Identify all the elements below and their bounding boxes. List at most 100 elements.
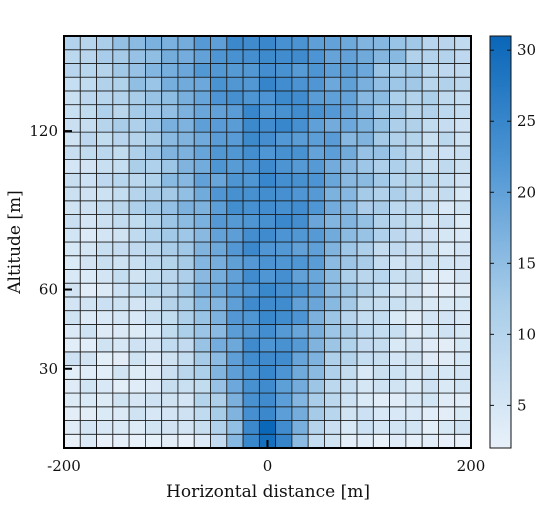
heatmap-cell bbox=[63, 49, 81, 64]
heatmap-cell bbox=[242, 159, 260, 174]
heatmap-cell bbox=[193, 172, 211, 188]
heatmap-cell bbox=[144, 172, 163, 188]
heatmap-cell bbox=[210, 241, 228, 257]
heatmap-cell bbox=[161, 186, 179, 202]
heatmap-cell bbox=[258, 351, 277, 366]
heatmap-cell bbox=[275, 241, 293, 257]
heatmap-cell bbox=[128, 365, 146, 380]
heatmap-cell bbox=[340, 172, 358, 188]
heatmap-cell bbox=[128, 104, 146, 119]
heatmap-cell bbox=[340, 269, 358, 284]
heatmap-cell bbox=[161, 392, 179, 408]
heatmap-cell bbox=[96, 269, 114, 284]
heatmap-cell bbox=[161, 269, 179, 284]
heatmap-cell bbox=[421, 63, 439, 78]
heatmap-cell bbox=[291, 90, 309, 106]
y-axis-ticks: 30 60 120 bbox=[29, 122, 72, 378]
heatmap-cell bbox=[210, 172, 228, 188]
heatmap-cell bbox=[421, 186, 439, 202]
heatmap-cell bbox=[291, 227, 309, 243]
heatmap-cell bbox=[161, 227, 179, 243]
heatmap-cell bbox=[79, 406, 97, 421]
heatmap-cell bbox=[324, 296, 342, 312]
heatmap-cell bbox=[307, 392, 325, 408]
heatmap-cell bbox=[161, 310, 179, 325]
heatmap-cell bbox=[226, 378, 244, 394]
heatmap-cell bbox=[128, 337, 146, 353]
heatmap-cell bbox=[275, 310, 293, 325]
heatmap-cell bbox=[128, 420, 146, 435]
heatmap-cell bbox=[389, 365, 407, 380]
heatmap-cell bbox=[324, 323, 342, 339]
heatmap-cell bbox=[421, 420, 439, 435]
heatmap-cell bbox=[324, 378, 342, 394]
heatmap-cell bbox=[210, 296, 228, 312]
heatmap-cell bbox=[405, 378, 423, 394]
heatmap-cell bbox=[356, 104, 374, 119]
heatmap-cell bbox=[258, 90, 277, 106]
heatmap-cell bbox=[96, 200, 114, 215]
heatmap-cell bbox=[144, 310, 163, 325]
heatmap-cell bbox=[340, 310, 358, 325]
heatmap-cell bbox=[128, 214, 146, 229]
heatmap-cell bbox=[177, 323, 195, 339]
heatmap-cell bbox=[372, 214, 391, 229]
heatmap-cell bbox=[324, 351, 342, 366]
heatmap-cell bbox=[421, 104, 439, 119]
heatmap-cell bbox=[356, 255, 374, 270]
heatmap-cell bbox=[291, 104, 309, 119]
heatmap-cell bbox=[63, 392, 81, 408]
heatmap-cell bbox=[210, 269, 228, 284]
heatmap-cell bbox=[177, 351, 195, 366]
heatmap-cell bbox=[356, 145, 374, 160]
heatmap-cell bbox=[389, 186, 407, 202]
heatmap-cell bbox=[161, 323, 179, 339]
heatmap-cell bbox=[210, 76, 228, 92]
heatmap-cell bbox=[356, 378, 374, 394]
heatmap-cell bbox=[389, 145, 407, 160]
heatmap-cell bbox=[438, 76, 456, 92]
heatmap-cell bbox=[340, 90, 358, 106]
heatmap-cell bbox=[438, 310, 456, 325]
heatmap-cell bbox=[210, 310, 228, 325]
heatmap-cell bbox=[324, 406, 342, 421]
heatmap-cell bbox=[112, 255, 130, 270]
colorbar-ticks: 5 10 15 20 25 30 bbox=[490, 41, 536, 414]
colorbar-tick-label: 15 bbox=[517, 254, 536, 272]
heatmap-cell bbox=[291, 433, 309, 449]
heatmap-cell bbox=[242, 104, 260, 119]
heatmap-cell bbox=[242, 269, 260, 284]
heatmap-cell bbox=[340, 104, 358, 119]
heatmap-cell bbox=[144, 159, 163, 174]
heatmap-cell bbox=[438, 378, 456, 394]
heatmap-cell bbox=[356, 159, 374, 174]
heatmap-cell bbox=[405, 269, 423, 284]
heatmap-cell bbox=[226, 131, 244, 147]
heatmap-cell bbox=[226, 282, 244, 298]
heatmap-cell bbox=[177, 214, 195, 229]
heatmap-cell bbox=[421, 269, 439, 284]
heatmap-cell bbox=[242, 145, 260, 160]
heatmap-cell bbox=[128, 323, 146, 339]
heatmap-cell bbox=[79, 35, 97, 51]
heatmap-cell bbox=[144, 378, 163, 394]
heatmap-cell bbox=[63, 35, 81, 51]
heatmap-cell bbox=[324, 172, 342, 188]
heatmap-cell bbox=[258, 241, 277, 257]
heatmap-cell bbox=[112, 118, 130, 133]
heatmap-cell bbox=[340, 255, 358, 270]
heatmap-cell bbox=[291, 214, 309, 229]
heatmap-cell bbox=[161, 351, 179, 366]
heatmap-cell bbox=[454, 420, 472, 435]
heatmap-cell bbox=[356, 227, 374, 243]
heatmap-cell bbox=[177, 255, 195, 270]
heatmap-cell bbox=[291, 282, 309, 298]
heatmap-cell bbox=[307, 241, 325, 257]
heatmap-cell bbox=[438, 365, 456, 380]
heatmap-cell bbox=[144, 63, 163, 78]
heatmap-cell bbox=[144, 323, 163, 339]
heatmap-cell bbox=[421, 351, 439, 366]
heatmap-cell bbox=[79, 200, 97, 215]
heatmap-cell bbox=[258, 337, 277, 353]
heatmap-cell bbox=[144, 282, 163, 298]
